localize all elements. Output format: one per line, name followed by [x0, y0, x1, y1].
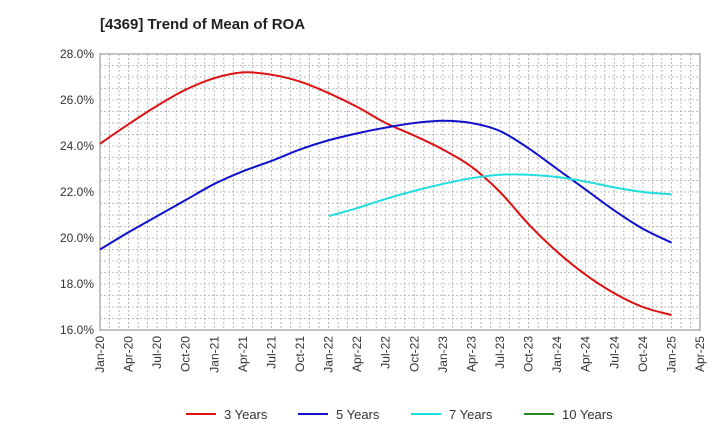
series-line-7-years	[328, 173, 672, 218]
x-tick-label: Jan-25	[664, 336, 678, 373]
x-tick-label: Jan-24	[550, 336, 564, 373]
x-tick-label: Oct-24	[636, 336, 650, 372]
x-tick-label: Oct-20	[179, 336, 193, 372]
x-tick-label: Apr-20	[122, 336, 136, 372]
y-tick-label: 22.0%	[60, 185, 94, 199]
x-tick-label: Jul-22	[379, 336, 393, 369]
y-tick-label: 18.0%	[60, 277, 94, 291]
x-tick-label: Jan-23	[436, 336, 450, 373]
x-tick-label: Apr-24	[579, 336, 593, 372]
chart-title: [4369] Trend of Mean of ROA	[100, 16, 305, 33]
x-tick-label: Jul-23	[493, 336, 507, 369]
legend-label-10-years: 10 Years	[562, 407, 613, 422]
y-tick-label: 16.0%	[60, 323, 94, 337]
y-tick-label: 20.0%	[60, 231, 94, 245]
y-tick-label: 26.0%	[60, 93, 94, 107]
x-tick-label: Jul-24	[607, 336, 621, 369]
y-tick-label: 24.0%	[60, 139, 94, 153]
x-tick-label: Jan-22	[322, 336, 336, 373]
x-tick-label: Jul-21	[264, 336, 278, 369]
x-tick-label: Jul-20	[150, 336, 164, 369]
legend-label-5-years: 5 Years	[336, 407, 380, 422]
x-tick-label: Jan-21	[207, 336, 221, 373]
y-axis-tick-labels: 16.0% 18.0% 20.0% 22.0% 24.0% 26.0% 28.0%	[60, 47, 94, 337]
x-tick-label: Jan-20	[93, 336, 107, 373]
x-tick-label: Apr-25	[693, 336, 707, 372]
x-tick-label: Apr-23	[464, 336, 478, 372]
x-tick-label: Oct-23	[522, 336, 536, 372]
legend-label-3-years: 3 Years	[224, 407, 268, 422]
legend-label-7-years: 7 Years	[449, 407, 493, 422]
series-lines	[99, 71, 672, 317]
y-tick-label: 28.0%	[60, 47, 94, 61]
x-tick-label: Oct-21	[293, 336, 307, 372]
x-axis-tick-labels: Jan-20 Apr-20 Jul-20 Oct-20 Jan-21 Apr-21 Jul-…	[93, 336, 707, 373]
series-line-5-years	[99, 119, 672, 251]
x-tick-label: Oct-22	[407, 336, 421, 372]
x-tick-label: Apr-22	[350, 336, 364, 372]
legend: 3 Years 5 Years 7 Years 10 Years	[186, 407, 613, 422]
series-line-3-years	[99, 71, 672, 317]
x-tick-label: Apr-21	[236, 336, 250, 372]
